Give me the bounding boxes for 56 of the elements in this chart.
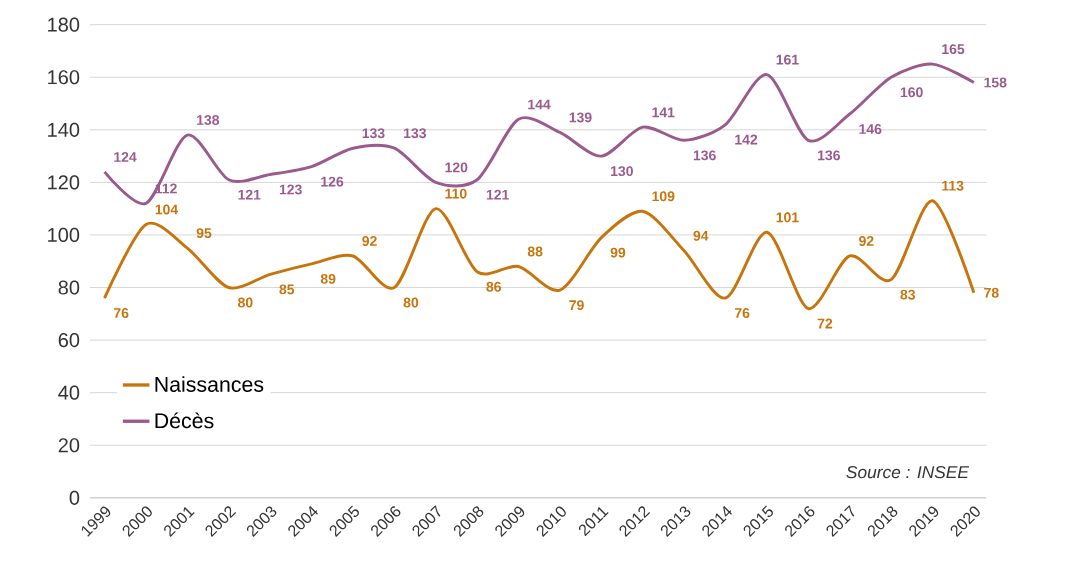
- data-label: 94: [693, 230, 709, 241]
- data-label: 80: [403, 297, 419, 308]
- legend-label: Naissances: [155, 376, 264, 393]
- data-label: 160: [900, 87, 923, 98]
- data-label: 86: [486, 281, 502, 292]
- data-label: 113: [942, 180, 964, 191]
- data-label: 144: [528, 99, 551, 110]
- data-label: 136: [693, 150, 716, 161]
- data-label: 85: [279, 284, 295, 295]
- data-label: 78: [984, 287, 999, 298]
- data-label: 76: [734, 308, 750, 319]
- data-label: 104: [155, 204, 179, 215]
- data-label: 130: [611, 166, 633, 177]
- data-label: 133: [362, 128, 385, 139]
- data-label: 80: [238, 297, 253, 308]
- data-label: 72: [817, 318, 833, 329]
- data-label: 138: [197, 115, 220, 126]
- y-tick-label: 0: [69, 490, 80, 505]
- data-label: 110: [445, 188, 467, 199]
- y-tick-label: 40: [58, 385, 80, 400]
- data-label: 89: [320, 274, 336, 284]
- data-label: 133: [404, 128, 427, 139]
- data-label: 121: [486, 189, 509, 200]
- y-tick-label: 100: [48, 227, 80, 243]
- data-label: 141: [652, 107, 675, 118]
- y-tick-label: 160: [48, 70, 80, 85]
- data-label: 95: [196, 228, 212, 239]
- data-label: 126: [321, 176, 344, 187]
- data-label: 158: [984, 77, 1007, 88]
- data-label: 121: [238, 189, 261, 200]
- data-label: 92: [859, 236, 874, 247]
- y-tick-label: 20: [58, 438, 80, 453]
- data-label: 120: [445, 162, 468, 173]
- y-tick-label: 180: [48, 17, 80, 32]
- data-label: 139: [569, 112, 592, 123]
- data-label: 92: [362, 236, 377, 247]
- annotation: Source : INSEE: [846, 466, 970, 479]
- data-label: 101: [776, 212, 799, 223]
- data-label: 142: [735, 134, 758, 145]
- data-label: 146: [859, 124, 882, 135]
- data-label: 83: [900, 289, 916, 300]
- data-label: 124: [114, 152, 137, 162]
- data-label: 165: [942, 44, 965, 55]
- data-label: 109: [652, 191, 675, 202]
- y-tick-label: 120: [48, 175, 80, 190]
- data-label: 88: [527, 246, 543, 257]
- legend-label: Décès: [155, 412, 214, 429]
- data-label: 123: [279, 184, 302, 195]
- data-label: 79: [569, 300, 584, 311]
- data-label: 76: [113, 308, 129, 319]
- data-label: 136: [818, 150, 840, 161]
- data-label: 99: [610, 247, 626, 258]
- data-label: 161: [776, 54, 799, 65]
- y-tick-label: 140: [48, 122, 80, 137]
- y-tick-label: 80: [58, 280, 80, 295]
- y-tick-label: 60: [58, 333, 80, 348]
